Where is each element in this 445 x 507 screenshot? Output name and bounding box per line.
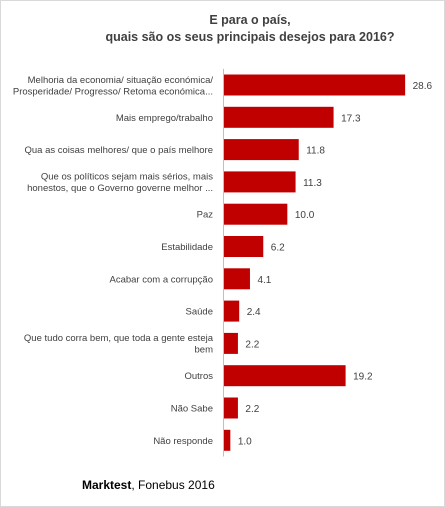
category-label-3-line-1: Qua as coisas melhores/ que o país melho…	[24, 145, 213, 156]
data-label-2: 17.3	[341, 113, 361, 124]
category-label-9-line-2: bem	[195, 345, 214, 356]
chart-title-line-2: quais são os seus principais desejos par…	[105, 30, 395, 44]
bar-6	[224, 236, 264, 257]
source-note: Marktest, Fonebus 2016	[82, 478, 215, 492]
data-label-8: 2.4	[247, 307, 261, 318]
data-label-3: 11.8	[306, 146, 325, 157]
category-label-6-line-1: Estabilidade	[161, 242, 213, 253]
category-label-11-line-1: Não Sabe	[171, 404, 213, 415]
source-brand: Marktest	[82, 478, 132, 492]
category-label-12-line-1: Não responde	[153, 436, 213, 447]
chart-title: E para o país, quais são os seus princip…	[60, 12, 440, 46]
category-label-9-line-1: Que tudo corra bem, que toda a gente est…	[24, 333, 214, 344]
bar-7	[224, 268, 250, 290]
data-label-9: 2.2	[245, 339, 259, 350]
bar-11	[224, 397, 238, 419]
bar-3	[224, 139, 299, 161]
category-label-5-line-1: Paz	[197, 210, 214, 221]
data-label-4: 11.3	[303, 178, 322, 189]
bar-10	[224, 365, 346, 387]
bar-1	[224, 74, 406, 96]
category-label-4-line-1: Que os políticos sejam mais sérios, mais	[41, 172, 213, 183]
data-label-7: 4.1	[257, 275, 271, 286]
data-label-11: 2.2	[245, 404, 259, 415]
category-label-4-line-2: honestos, que o Governo governe melhor .…	[27, 183, 213, 194]
category-label-1-line-1: Melhoria da economia/ situação económica…	[28, 75, 214, 86]
data-label-10: 19.2	[353, 372, 373, 383]
category-label-8-line-1: Saúde	[186, 307, 213, 318]
bar-8	[224, 300, 240, 322]
category-label-1-line-2: Prosperidade/ Progresso/ Retoma económic…	[13, 86, 213, 97]
bar-5	[224, 203, 288, 225]
data-label-12: 1.0	[238, 436, 252, 447]
source-text: , Fonebus 2016	[131, 478, 215, 492]
bar-2	[224, 106, 334, 128]
category-label-7-line-1: Acabar com a corrupção	[110, 274, 214, 285]
bar-4	[224, 171, 296, 193]
data-label-6: 6.2	[271, 243, 285, 254]
bar-9	[224, 332, 238, 354]
data-label-1: 28.6	[413, 81, 433, 92]
data-label-5: 10.0	[295, 210, 315, 221]
chart-title-line-1: E para o país,	[209, 13, 291, 27]
bar-12	[224, 429, 231, 451]
category-label-10-line-1: Outros	[184, 371, 213, 382]
category-label-2-line-1: Mais emprego/trabalho	[116, 113, 213, 124]
